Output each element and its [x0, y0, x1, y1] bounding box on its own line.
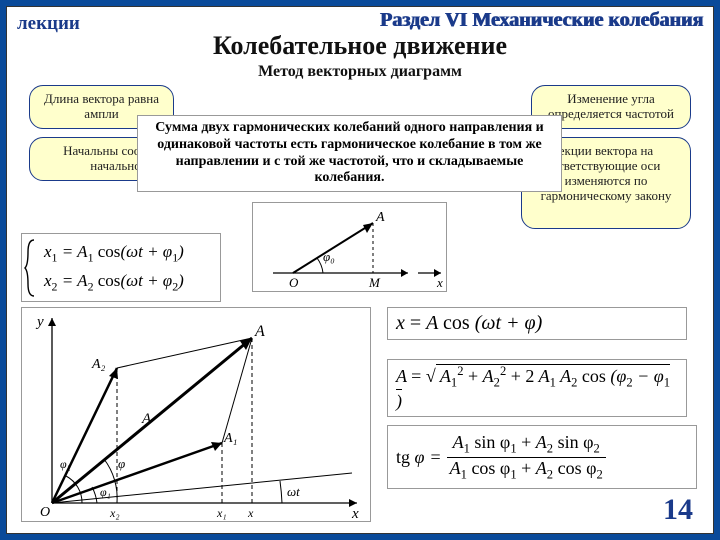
sys-x1: x [44, 242, 52, 261]
sys-arg2: (ωt + φ [120, 271, 172, 290]
d2-phi1: φ₁ [100, 485, 111, 499]
eqx-A: A [426, 312, 438, 334]
diagram-1-svg: A φ₀ O M x [253, 203, 448, 293]
d2-A: A [254, 323, 265, 340]
eqx-arg: (ωt + φ) [475, 312, 543, 334]
d2-Amid: A [141, 411, 152, 427]
slide-page: лекции Раздел VI Механические колебания … [6, 6, 714, 534]
tg-dp: + [521, 458, 536, 478]
eqA-aa1s: 1 [550, 376, 556, 390]
eqx-lhs: x [396, 312, 405, 334]
tg-ns2: 2 [593, 442, 599, 456]
diagram-vector-sum: y x O ωt A₁ A₂ A A φ₁ [21, 307, 371, 522]
eqA-eq: = [411, 366, 426, 386]
equation-tg: tg φ = A1 sin φ1 + A2 sin φ2 A1 cos φ1 +… [387, 425, 697, 489]
eqA-aa2s: 2 [571, 376, 577, 390]
d1-M: M [368, 275, 381, 290]
tg-fraction: A1 sin φ1 + A2 sin φ2 A1 cos φ1 + A2 cos… [447, 432, 606, 482]
theorem-box: Сумма двух гармонических колебаний одног… [137, 115, 562, 192]
d2-wt: ωt [287, 484, 300, 499]
d1-O: O [289, 275, 299, 290]
section-title: Раздел VI Механические колебания [380, 9, 703, 32]
eqA-sq2: 2 [500, 364, 506, 378]
eqA-s1: 1 [664, 376, 670, 390]
tg-na1: A [453, 432, 464, 452]
tg-dcos2: cos φ [558, 458, 597, 478]
eqA-aa2: A [560, 366, 571, 386]
tg-nsin1: sin φ [474, 432, 510, 452]
tg-tg: tg [396, 447, 415, 467]
sys-cos1: cos [98, 242, 121, 261]
sys-x1-sub: 1 [52, 250, 58, 264]
eqx-cos: cos [443, 312, 470, 334]
sys-close1: ) [178, 242, 184, 261]
sub-title: Метод векторных диаграмм [7, 63, 713, 81]
d1-x: x [436, 275, 443, 290]
main-title: Колебательное движение [7, 31, 713, 61]
diagram-vector-small: A φ₀ O M x [252, 202, 447, 292]
equation-x: x = A cos (ωt + φ) [387, 307, 687, 340]
tg-da1s: 1 [461, 467, 467, 481]
sys-eq1: = [62, 242, 77, 261]
d2-O: O [40, 505, 50, 520]
sys-eq2: = [62, 271, 77, 290]
sys-cos2: cos [98, 271, 121, 290]
eqA-cos: cos [582, 366, 606, 386]
d2-phi: φ [118, 456, 125, 471]
eqA-ac: ) [396, 391, 402, 411]
tg-dcos1: cos φ [471, 458, 510, 478]
tg-phi: φ [415, 447, 425, 467]
sys-close2: ) [178, 271, 184, 290]
tg-np: + [521, 432, 536, 452]
eqA-a1: A [440, 366, 451, 386]
sys-A1-sub: 1 [88, 250, 94, 264]
d2-A2: A₂ [91, 357, 106, 372]
eqA-p2: + 2 [511, 366, 535, 386]
eqA-p1: + [468, 366, 483, 386]
d1-A: A [375, 210, 385, 225]
eqx-eq: = [410, 312, 426, 334]
eqA-s2: 2 [626, 376, 632, 390]
tg-da2: A [536, 458, 547, 478]
tg-na2s: 2 [547, 442, 553, 456]
sys-A2-sub: 2 [88, 280, 94, 294]
tg-na2: A [536, 432, 547, 452]
d1-phi0: φ₀ [323, 249, 335, 264]
d2-xxt: x [247, 506, 254, 520]
d2-x: x [351, 506, 359, 522]
diagram-2-svg: y x O ωt A₁ A₂ A A φ₁ [22, 308, 372, 523]
sys-A2: A [77, 271, 87, 290]
eqA-sq1: 2 [457, 364, 463, 378]
sys-x2-sub: 2 [52, 280, 58, 294]
tg-ds2: 2 [596, 467, 602, 481]
equation-A: A = √ A12 + A22 + 2 A1 A2 cos (φ2 − φ1 ) [387, 359, 687, 417]
sys-arg1: (ωt + φ [120, 242, 172, 261]
d2-y: y [35, 314, 44, 330]
eqA-min: − φ [637, 366, 664, 386]
sys-x2: x [44, 271, 52, 290]
tg-da2s: 2 [547, 467, 553, 481]
tg-ds1: 1 [510, 467, 516, 481]
tg-da1: A [450, 458, 461, 478]
brace-icon [24, 238, 38, 298]
equation-system: x1 = A1 cos(ωt + φ1) x2 = A2 cos(ωt + φ2… [21, 233, 221, 302]
eqA-aa1: A [539, 366, 550, 386]
d2-phi2: φ₂ [60, 457, 71, 471]
d2-x2t: x₂ [109, 506, 120, 520]
tg-eq: = [430, 447, 440, 468]
d2-x1t: x₁ [216, 506, 227, 520]
page-number: 14 [663, 493, 693, 527]
eqA-ao: (φ [610, 366, 626, 386]
sys-A1: A [77, 242, 87, 261]
tg-na1s: 1 [464, 442, 470, 456]
tg-nsin2: sin φ [558, 432, 594, 452]
tg-ns1: 1 [510, 442, 516, 456]
eqA-lhs: A [396, 366, 407, 386]
eqA-a2: A [483, 366, 494, 386]
